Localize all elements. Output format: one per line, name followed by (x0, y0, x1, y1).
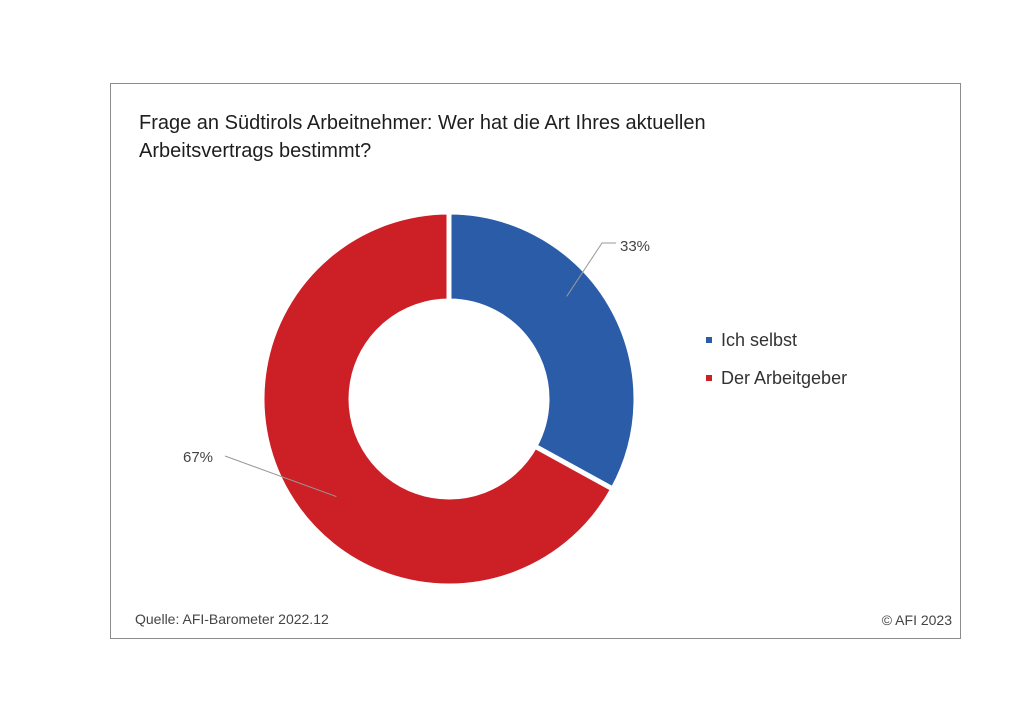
donut-slices (259, 209, 639, 589)
chart-frame (110, 83, 961, 639)
chart-title-line-2: Arbeitsvertrags bestimmt? (139, 140, 372, 162)
slice-label-leaders (224, 242, 616, 498)
legend-label-ich-selbst: Ich selbst (721, 329, 798, 350)
chart-title: Frage an Südtirols Arbeitnehmer: Wer hat… (139, 109, 779, 165)
donut-slice-ich-selbst (446, 209, 639, 493)
chart-title-line-1: Frage an Südtirols Arbeitnehmer: Wer hat… (139, 112, 706, 134)
leader-line-ich-selbst (566, 242, 616, 297)
legend-item-ich-selbst: Ich selbst (706, 328, 847, 352)
legend-swatch-der-arbeitgeber (706, 375, 712, 381)
legend-swatch-ich-selbst (706, 337, 712, 343)
copyright-note: © AFI 2023 (881, 612, 952, 628)
slice-label-der-arbeitgeber: 67% (183, 449, 213, 466)
leader-line-der-arbeitgeber (224, 455, 337, 498)
donut-slice-der-arbeitgeber (259, 209, 617, 589)
legend-item-der-arbeitgeber: Der Arbeitgeber (706, 366, 847, 390)
source-note: Quelle: AFI-Barometer 2022.12 (135, 611, 329, 627)
chart-legend: Ich selbst Der Arbeitgeber (706, 328, 847, 404)
slice-label-ich-selbst: 33% (620, 238, 650, 255)
legend-label-der-arbeitgeber: Der Arbeitgeber (721, 367, 848, 388)
